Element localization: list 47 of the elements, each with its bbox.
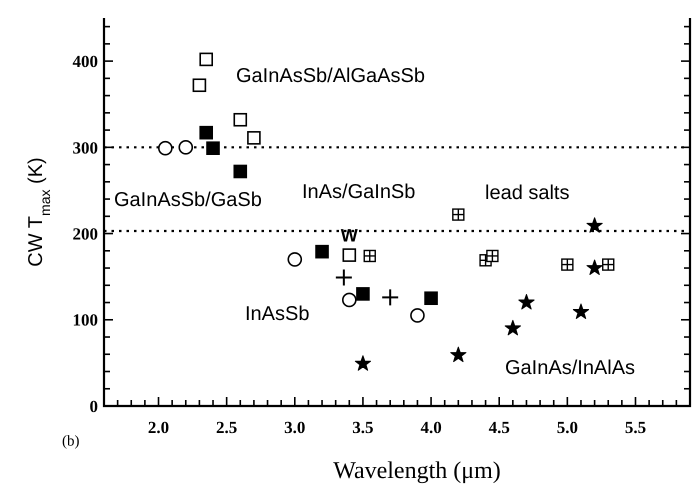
point	[342, 248, 356, 262]
annotation: InAsSb	[245, 303, 310, 325]
annotation: InAs/GaInSb	[302, 181, 416, 203]
point	[192, 78, 206, 92]
point	[178, 140, 194, 155]
point	[233, 112, 248, 127]
annotation: lead salts	[485, 182, 570, 204]
annotation: GaInAsSb/AlGaAsSb	[236, 65, 425, 87]
point	[450, 346, 466, 362]
point	[199, 126, 214, 140]
point	[424, 291, 438, 306]
x-tick-label: 3.5	[352, 418, 374, 437]
point	[287, 252, 302, 267]
point	[504, 320, 521, 336]
point	[334, 268, 353, 287]
x-tick-label: 4.0	[420, 418, 442, 437]
point	[356, 287, 370, 301]
x-tick-label: 5.0	[556, 418, 578, 437]
point	[342, 292, 357, 308]
annotation: GaInAs/InAlAs	[505, 357, 636, 379]
annotation: GaInAsSb/GaSb	[114, 189, 262, 211]
y-tick-label: 200	[72, 224, 98, 244]
y-tick-label: 300	[72, 138, 98, 158]
x-tick-label: 3.0	[284, 418, 306, 437]
y-tick-label: 400	[72, 52, 98, 72]
point	[158, 140, 173, 156]
x-axis-title: Wavelength (μm)	[333, 458, 501, 484]
point	[315, 244, 329, 258]
y-tick-label: 100	[72, 310, 98, 330]
y-tick-label: 0	[90, 396, 98, 416]
point	[410, 308, 425, 323]
point	[354, 355, 372, 371]
text: (b)	[62, 433, 80, 450]
point	[247, 131, 261, 145]
point	[586, 260, 603, 276]
point	[518, 294, 535, 310]
point	[586, 217, 603, 233]
point	[199, 52, 214, 66]
x-tick-label: 4.5	[488, 418, 510, 437]
point	[233, 164, 248, 178]
annotation: W	[340, 225, 358, 246]
x-tick-label: 2.5	[216, 418, 238, 437]
point	[572, 304, 590, 319]
x-tick-label: 5.5	[624, 418, 646, 437]
point	[206, 141, 220, 155]
x-tick-label: 2.0	[148, 418, 170, 437]
point	[381, 288, 400, 306]
